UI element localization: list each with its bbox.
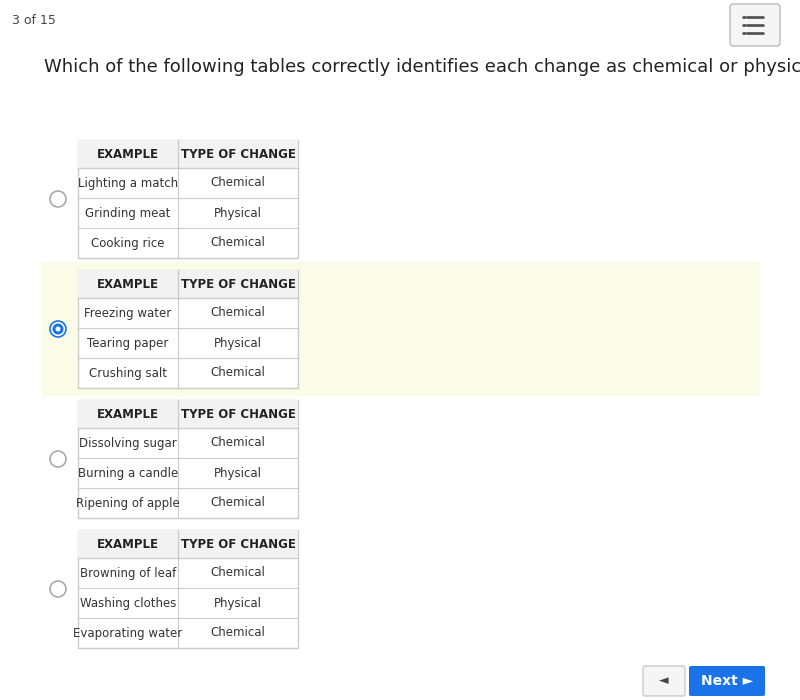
Bar: [78, 400, 298, 518]
Text: TYPE OF CHANGE: TYPE OF CHANGE: [181, 538, 295, 550]
Circle shape: [55, 326, 61, 332]
Text: Chemical: Chemical: [210, 566, 266, 580]
Text: EXAMPLE: EXAMPLE: [97, 148, 159, 160]
Text: Ripening of apple: Ripening of apple: [76, 496, 180, 510]
Text: Dissolving sugar: Dissolving sugar: [79, 437, 177, 449]
Circle shape: [50, 321, 66, 337]
Bar: [78, 530, 298, 648]
Text: Chemical: Chemical: [210, 496, 266, 510]
Text: Chemical: Chemical: [210, 367, 266, 379]
Circle shape: [50, 191, 66, 207]
Text: Next ►: Next ►: [701, 674, 753, 688]
Text: Freezing water: Freezing water: [84, 307, 172, 319]
Bar: [78, 140, 298, 168]
Text: TYPE OF CHANGE: TYPE OF CHANGE: [181, 277, 295, 290]
Text: Crushing salt: Crushing salt: [89, 367, 167, 379]
Text: ◄: ◄: [659, 675, 669, 687]
Circle shape: [50, 581, 66, 597]
Text: Which of the following tables correctly identifies each change as chemical or ph: Which of the following tables correctly …: [44, 58, 800, 76]
Text: Tearing paper: Tearing paper: [87, 337, 169, 349]
Text: Chemical: Chemical: [210, 437, 266, 449]
Text: Burning a candle: Burning a candle: [78, 466, 178, 480]
Text: Physical: Physical: [214, 337, 262, 349]
Text: Washing clothes: Washing clothes: [80, 596, 176, 610]
Text: Lighting a match: Lighting a match: [78, 176, 178, 190]
FancyBboxPatch shape: [643, 666, 685, 696]
Text: Physical: Physical: [214, 206, 262, 220]
Text: Chemical: Chemical: [210, 307, 266, 319]
Bar: [78, 270, 298, 388]
Text: 3 of 15: 3 of 15: [12, 14, 56, 27]
Text: EXAMPLE: EXAMPLE: [97, 538, 159, 550]
Text: Cooking rice: Cooking rice: [91, 237, 165, 249]
Text: Chemical: Chemical: [210, 176, 266, 190]
FancyBboxPatch shape: [689, 666, 765, 696]
Text: Chemical: Chemical: [210, 237, 266, 249]
Bar: [78, 270, 298, 298]
Text: TYPE OF CHANGE: TYPE OF CHANGE: [181, 148, 295, 160]
Bar: [78, 400, 298, 428]
Text: Evaporating water: Evaporating water: [74, 626, 182, 640]
Text: Physical: Physical: [214, 596, 262, 610]
Circle shape: [50, 451, 66, 467]
Bar: [42, 262, 760, 396]
Bar: [78, 140, 298, 258]
Bar: [78, 530, 298, 558]
Text: Chemical: Chemical: [210, 626, 266, 640]
Text: EXAMPLE: EXAMPLE: [97, 277, 159, 290]
Text: TYPE OF CHANGE: TYPE OF CHANGE: [181, 407, 295, 421]
Text: EXAMPLE: EXAMPLE: [97, 407, 159, 421]
Text: Browning of leaf: Browning of leaf: [80, 566, 176, 580]
Text: Grinding meat: Grinding meat: [86, 206, 170, 220]
Text: Physical: Physical: [214, 466, 262, 480]
FancyBboxPatch shape: [730, 4, 780, 46]
Circle shape: [53, 323, 63, 335]
